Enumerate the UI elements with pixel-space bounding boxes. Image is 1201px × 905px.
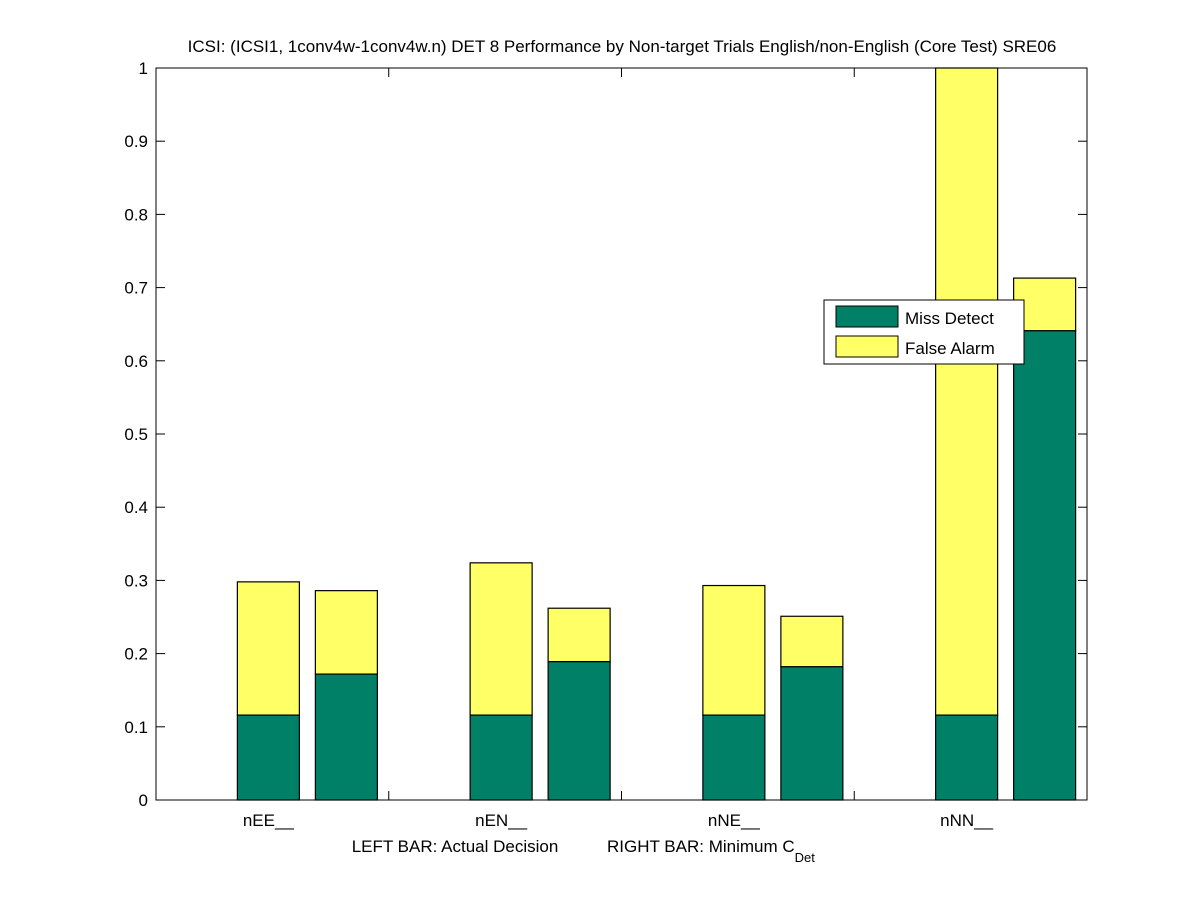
bar-false-alarm-minimum-cdet-nen xyxy=(547,607,611,663)
bar-miss-detect-actual-decision-nee xyxy=(236,714,300,801)
x-tick-label: nNN__ xyxy=(940,811,993,830)
y-tick-label: 0.4 xyxy=(124,498,148,517)
legend-label-miss-detect: Miss Detect xyxy=(905,309,994,328)
y-tick-label: 0.3 xyxy=(124,571,148,590)
y-tick-label: 0 xyxy=(139,791,148,810)
bar-miss-detect-actual-decision-nnn xyxy=(935,714,999,801)
bar-miss-detect-minimum-cdet-nne xyxy=(780,666,844,801)
bar-miss-detect-minimum-cdet-nnn xyxy=(1013,330,1077,801)
bar-false-alarm-actual-decision-nne xyxy=(702,584,766,716)
y-tick-label: 0.2 xyxy=(124,645,148,664)
plot-background xyxy=(156,68,1087,800)
x-axis-label-right-main: RIGHT BAR: Minimum C xyxy=(607,837,795,856)
y-tick-label: 0.8 xyxy=(124,205,148,224)
x-tick-label: nNE__ xyxy=(708,811,761,830)
bar-miss-detect-minimum-cdet-nee xyxy=(314,673,378,801)
y-tick-label: 0.1 xyxy=(124,718,148,737)
bar-false-alarm-actual-decision-nnn xyxy=(935,67,999,716)
y-axis-ticks: 0 0.1 0.2 0.3 0.4 0.5 0.6 0.7 0.8 0.9 1 xyxy=(124,59,1087,810)
y-tick-label: 0.9 xyxy=(124,132,148,151)
x-axis-label-left-bar: LEFT BAR: Actual Decision xyxy=(352,837,559,856)
x-axis-label-right-bar: RIGHT BAR: Minimum CDet xyxy=(607,837,815,865)
bar-miss-detect-minimum-cdet-nen xyxy=(547,661,611,801)
bar-false-alarm-minimum-cdet-nne xyxy=(780,615,844,668)
bar-miss-detect-actual-decision-nen xyxy=(469,714,533,801)
x-tick-label: nEE__ xyxy=(243,811,295,830)
y-tick-label: 0.5 xyxy=(124,425,148,444)
y-tick-label: 1 xyxy=(139,59,148,78)
chart-title: ICSI: (ICSI1, 1conv4w-1conv4w.n) DET 8 P… xyxy=(188,37,1057,56)
legend-swatch-miss-detect xyxy=(835,305,899,328)
x-axis-ticks: nEE__ nEN__ nNE__ nNN__ xyxy=(243,68,994,830)
y-tick-label: 0.6 xyxy=(124,352,148,371)
bars xyxy=(236,67,1077,801)
plot-area xyxy=(156,68,1087,800)
legend: Miss Detect False Alarm xyxy=(823,299,1025,365)
bar-miss-detect-actual-decision-nne xyxy=(702,714,766,801)
legend-label-false-alarm: False Alarm xyxy=(905,339,995,358)
y-tick-label: 0.7 xyxy=(124,279,148,298)
legend-swatch-false-alarm xyxy=(835,335,899,358)
bar-false-alarm-actual-decision-nee xyxy=(236,581,300,716)
bar-false-alarm-actual-decision-nen xyxy=(469,562,533,716)
x-tick-label: nEN__ xyxy=(475,811,528,830)
x-axis-label-right-subscript: Det xyxy=(795,850,816,865)
bar-false-alarm-minimum-cdet-nee xyxy=(314,590,378,675)
